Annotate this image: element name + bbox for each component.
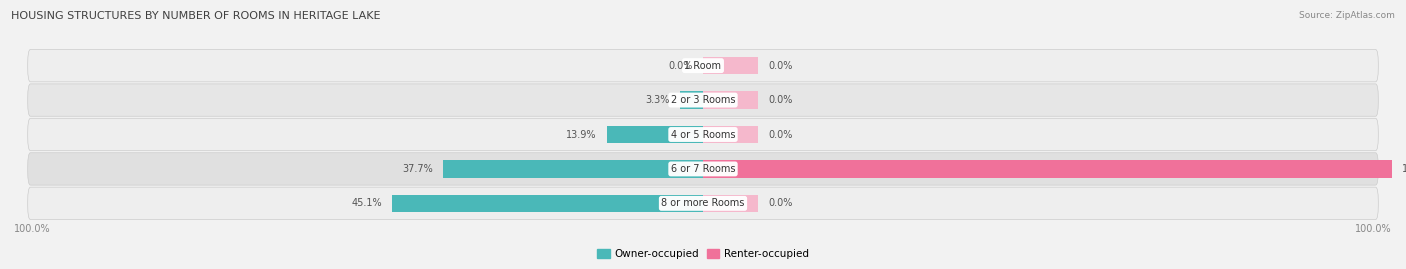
Text: 45.1%: 45.1% xyxy=(352,198,382,208)
Text: 100.0%: 100.0% xyxy=(1355,224,1392,234)
Text: 4 or 5 Rooms: 4 or 5 Rooms xyxy=(671,129,735,140)
Bar xyxy=(703,160,1392,178)
FancyBboxPatch shape xyxy=(28,84,1378,116)
Bar xyxy=(443,160,703,178)
Text: 13.9%: 13.9% xyxy=(567,129,598,140)
Text: 1 Room: 1 Room xyxy=(685,61,721,71)
Bar xyxy=(703,195,758,212)
Bar xyxy=(703,91,758,109)
Text: 6 or 7 Rooms: 6 or 7 Rooms xyxy=(671,164,735,174)
Text: 8 or more Rooms: 8 or more Rooms xyxy=(661,198,745,208)
Text: 37.7%: 37.7% xyxy=(402,164,433,174)
FancyBboxPatch shape xyxy=(28,187,1378,220)
Text: 0.0%: 0.0% xyxy=(769,61,793,71)
Text: 100.0%: 100.0% xyxy=(14,224,51,234)
Bar xyxy=(681,91,703,109)
FancyBboxPatch shape xyxy=(28,118,1378,151)
Text: 0.0%: 0.0% xyxy=(769,95,793,105)
FancyBboxPatch shape xyxy=(28,153,1378,185)
Bar xyxy=(392,195,703,212)
Text: 0.0%: 0.0% xyxy=(668,61,693,71)
Bar xyxy=(607,126,703,143)
Text: Source: ZipAtlas.com: Source: ZipAtlas.com xyxy=(1299,11,1395,20)
Bar xyxy=(703,126,758,143)
Bar xyxy=(703,57,758,74)
Text: 3.3%: 3.3% xyxy=(645,95,669,105)
Text: HOUSING STRUCTURES BY NUMBER OF ROOMS IN HERITAGE LAKE: HOUSING STRUCTURES BY NUMBER OF ROOMS IN… xyxy=(11,11,381,21)
FancyBboxPatch shape xyxy=(28,49,1378,82)
Text: 2 or 3 Rooms: 2 or 3 Rooms xyxy=(671,95,735,105)
Text: 0.0%: 0.0% xyxy=(769,129,793,140)
Text: 100.0%: 100.0% xyxy=(1402,164,1406,174)
Legend: Owner-occupied, Renter-occupied: Owner-occupied, Renter-occupied xyxy=(593,245,813,264)
Text: 0.0%: 0.0% xyxy=(769,198,793,208)
